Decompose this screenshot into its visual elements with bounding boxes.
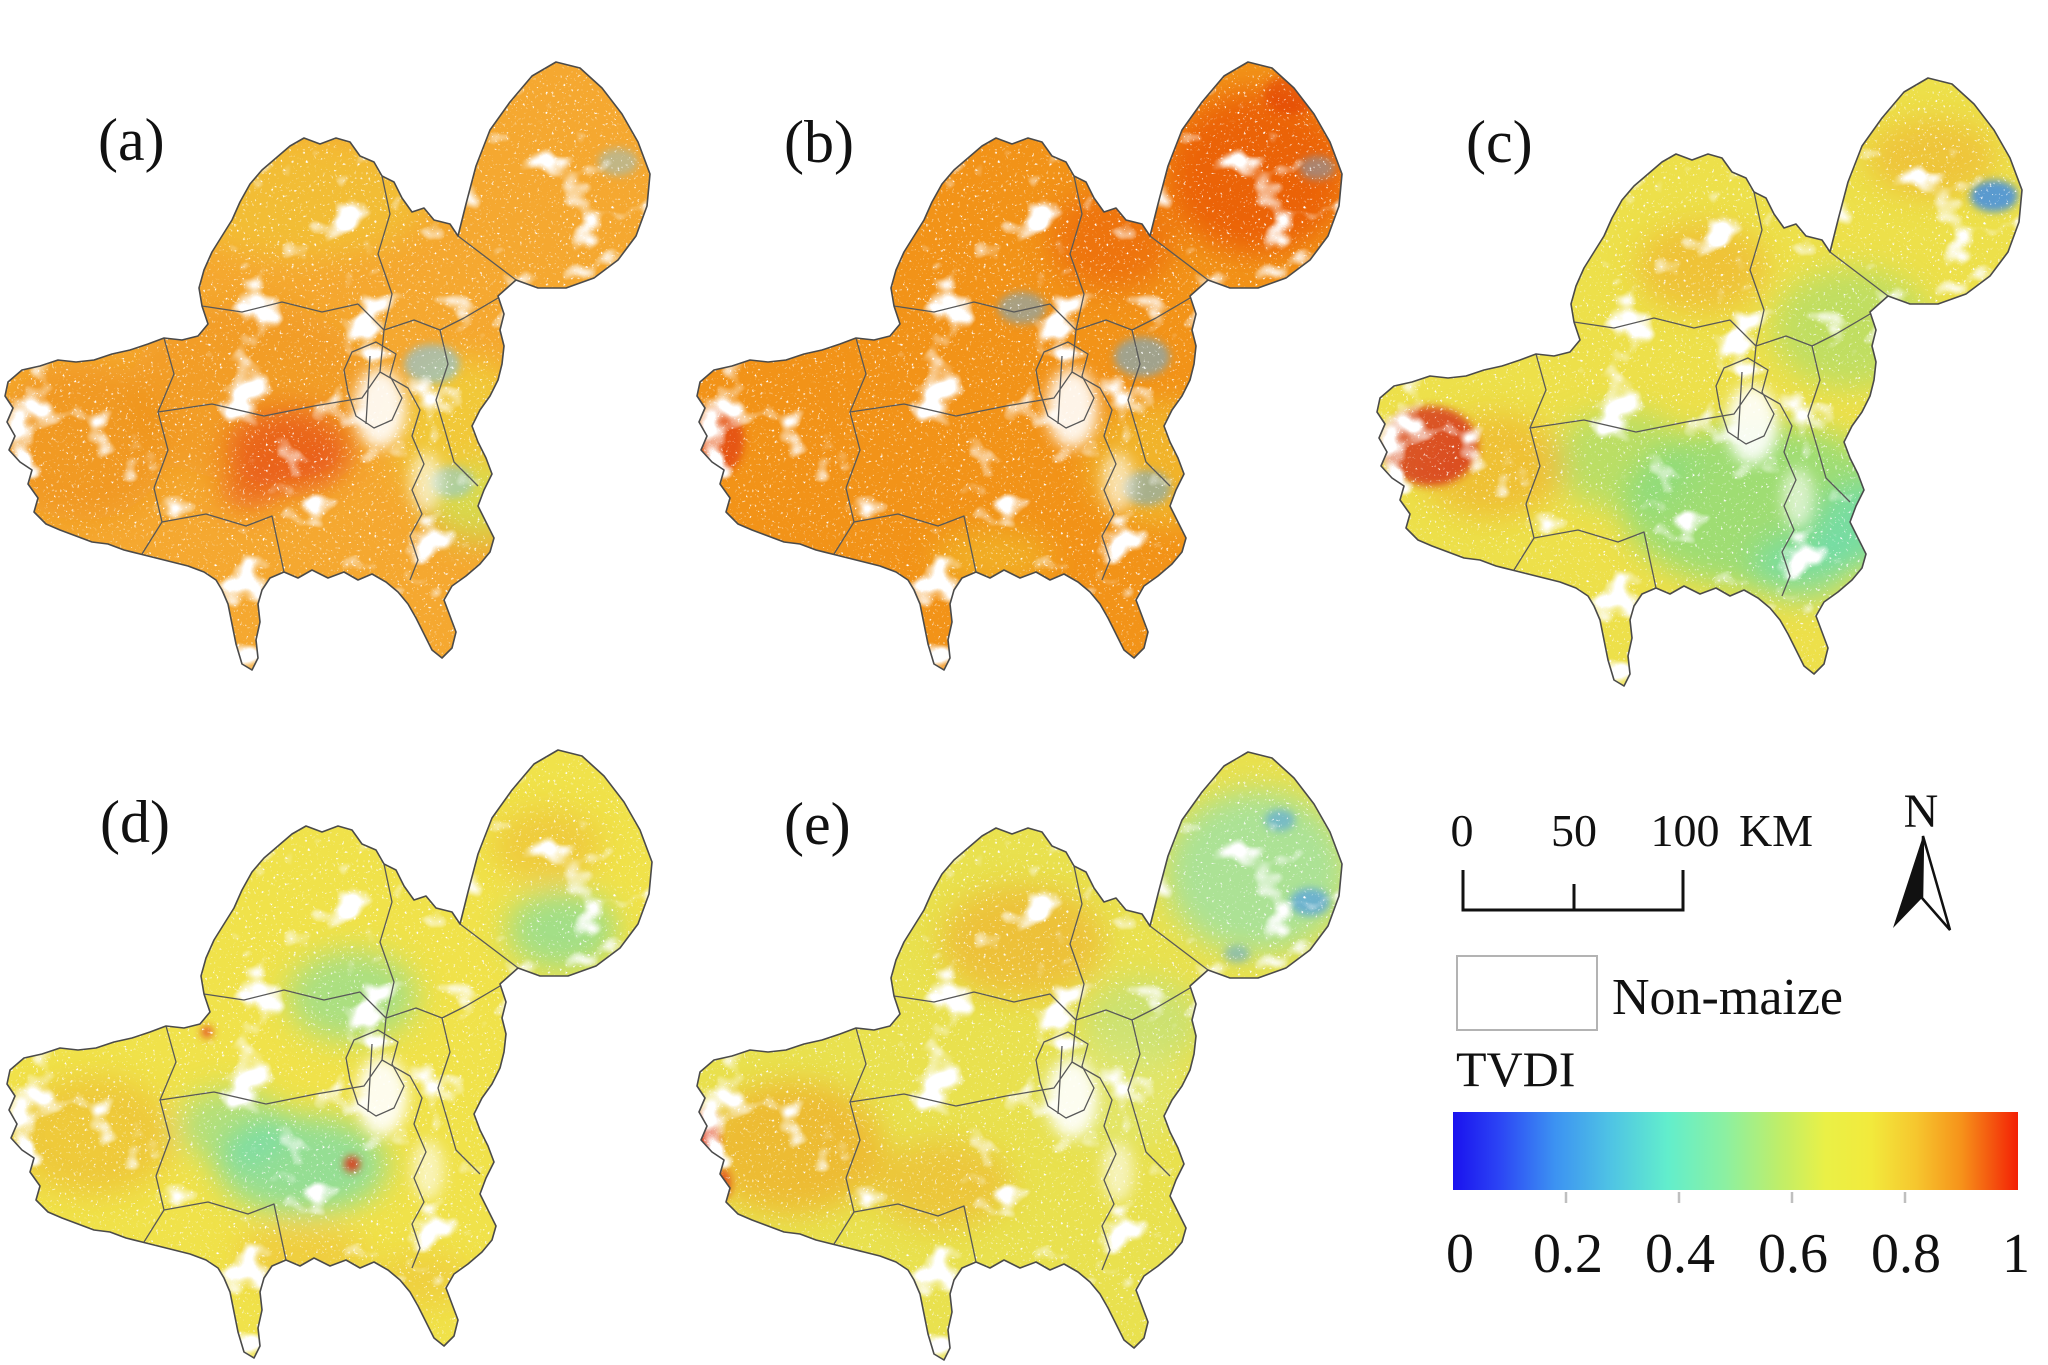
colorbar-tick-label-1: 1 (2002, 1223, 2030, 1285)
colorbar-tick-label-0.6: 0.6 (1758, 1223, 1828, 1285)
north-arrow-left-half (1893, 836, 1923, 928)
legend: 0 50 100 KM N Non-maize TVDI 0 0.2 0.4 0… (1446, 785, 2030, 1285)
north-arrow: N (1893, 785, 1952, 931)
panel-label-a: (a) (98, 107, 165, 173)
colorbar-ramp (1453, 1112, 2018, 1190)
colorbar-tick-label-0.8: 0.8 (1871, 1223, 1941, 1285)
scale-bar-line (1461, 870, 1685, 912)
north-arrow-right-half (1920, 835, 1952, 931)
colorbar-tick-label-0.2: 0.2 (1533, 1223, 1603, 1285)
colorbar-tick-label-0.4: 0.4 (1645, 1223, 1715, 1285)
colorbar-title: TVDI (1456, 1041, 1575, 1097)
map-panel-c (1376, 77, 2023, 687)
panel-label-b: (b) (784, 109, 854, 175)
colorbar-ticks (1564, 1192, 1907, 1203)
scale-tick-label-100: 100 (1651, 805, 1720, 856)
colorbar-tick-label-0: 0 (1446, 1223, 1474, 1285)
panel-label-d: (d) (100, 789, 170, 855)
north-label: N (1904, 785, 1939, 838)
panel-label-e: (e) (784, 791, 851, 857)
tvdi-colorbar: TVDI 0 0.2 0.4 0.6 0.8 1 (1446, 1041, 2030, 1285)
scale-unit-label: KM (1739, 805, 1813, 856)
non-maize-swatch (1456, 955, 1598, 1031)
non-maize-legend-entry: Non-maize (1456, 955, 1843, 1031)
scale-tick-label-0: 0 (1451, 805, 1474, 856)
scale-bar: 0 50 100 KM (1451, 805, 1813, 912)
non-maize-label: Non-maize (1612, 969, 1843, 1026)
panel-label-c: (c) (1466, 109, 1533, 175)
scale-tick-label-50: 50 (1551, 805, 1597, 856)
